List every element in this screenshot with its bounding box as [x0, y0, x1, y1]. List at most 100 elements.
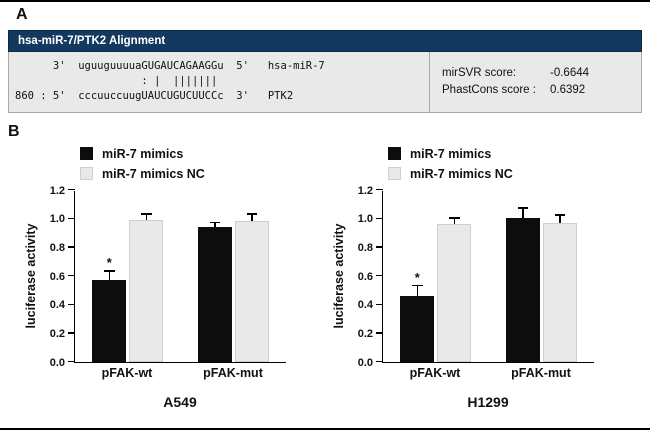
bar-wrap	[197, 191, 232, 362]
bar-group: *	[400, 191, 472, 362]
x-category-label: pFAK-mut	[203, 365, 263, 380]
y-tick-label: 1.2	[49, 184, 65, 197]
legend-label: miR-7 mimics	[410, 146, 492, 161]
y-tick-mark	[68, 360, 75, 363]
y-tick-label: 0.2	[49, 328, 65, 340]
panel-b: B miR-7 mimics miR-7 mimics NC luciferase…	[0, 121, 650, 410]
error-bar	[247, 213, 256, 222]
bar-group: *	[92, 191, 164, 362]
y-tick-label: 0.8	[357, 242, 373, 254]
y-tick-mark	[376, 332, 383, 334]
bar	[400, 295, 435, 362]
y-tick-mark	[376, 188, 383, 191]
error-bar	[518, 207, 527, 219]
y-tick-mark	[376, 303, 383, 306]
legend-item: miR-7 mimics NC	[388, 167, 620, 181]
y-tick-mark	[376, 274, 383, 277]
legend-label: miR-7 mimics NC	[410, 166, 513, 181]
y-tick-mark	[376, 217, 383, 220]
x-axis-categories: pFAK-wt pFAK-mut	[74, 366, 286, 380]
x-category-label: pFAK-wt	[101, 365, 153, 380]
alignment-sequences: 3' uguuguuuuaGUGAUCAGAAGGu 5' hsa-miR-7 …	[9, 52, 429, 112]
error-bar	[105, 270, 113, 280]
error-bar	[142, 213, 150, 220]
y-tick-label: 0.8	[49, 242, 65, 254]
bar	[129, 219, 164, 362]
bar	[92, 279, 127, 362]
bar-group	[197, 191, 269, 362]
chart-title: A549	[163, 393, 197, 410]
chart-legend: miR-7 mimics miR-7 mimics NC	[80, 147, 312, 181]
bar-wrap	[234, 191, 269, 362]
y-tick-mark	[68, 332, 75, 334]
y-tick-label: 0.6	[49, 270, 65, 283]
y-tick-label: 1.0	[357, 213, 373, 226]
bar	[437, 224, 472, 362]
legend-label: miR-7 mimics NC	[102, 166, 205, 181]
legend-swatch	[388, 147, 401, 161]
error-bar	[555, 214, 564, 223]
bar-chart-a549: miR-7 mimics miR-7 mimics NC luciferase a…	[22, 141, 312, 410]
plot-area: luciferase activity 0.0 0.2 0.4 0.6 0.8 1.0 1.…	[24, 185, 286, 369]
bars-layer: *	[75, 191, 286, 362]
error-bar	[413, 284, 421, 296]
bar	[542, 222, 577, 362]
y-tick-mark	[68, 217, 75, 220]
mirsvr-score-label: mirSVR score:	[442, 67, 517, 80]
bar	[505, 218, 540, 362]
alignment-header: hsa-miR-7/PTK2 Alignment	[8, 30, 642, 52]
legend-item: miR-7 mimics NC	[80, 167, 312, 181]
bar	[234, 221, 269, 362]
phastcons-score-label: PhastCons score :	[442, 84, 536, 97]
significance-marker: *	[414, 269, 420, 285]
panel-b-label: B	[8, 122, 20, 140]
x-axis-categories: pFAK-wt pFAK-mut	[382, 366, 594, 380]
alignment-scores: mirSVR score: -0.6644 PhastCons score : …	[429, 52, 641, 112]
score-row-mirsvr: mirSVR score: -0.6644	[442, 67, 629, 79]
bar-wrap	[437, 191, 472, 362]
bar-chart-h1299: miR-7 mimics miR-7 mimics NC luciferase a…	[330, 141, 620, 410]
y-tick-label: 0.4	[357, 299, 373, 312]
y-tick-mark	[68, 246, 75, 248]
legend-swatch	[80, 147, 93, 161]
plot-area: luciferase activity 0.0 0.2 0.4 0.6 0.8 1.0 1.…	[332, 185, 594, 369]
legend-swatch	[80, 167, 93, 181]
legend-label: miR-7 mimics	[102, 146, 184, 161]
bar-wrap	[542, 191, 577, 362]
x-category-label: pFAK-wt	[409, 365, 461, 380]
mirsvr-score-value: -0.6644	[550, 67, 590, 80]
x-category-label: pFAK-mut	[511, 365, 571, 380]
y-tick-label: 0.0	[49, 356, 65, 369]
y-tick-mark	[68, 274, 75, 277]
y-tick-mark	[376, 360, 383, 363]
significance-marker: *	[106, 255, 112, 271]
chart-title: H1299	[467, 393, 509, 410]
y-tick-label: 1.0	[49, 213, 65, 226]
chart-legend: miR-7 mimics miR-7 mimics NC	[388, 147, 620, 181]
charts-row: miR-7 mimics miR-7 mimics NC luciferase a…	[0, 141, 650, 410]
error-bar	[450, 217, 458, 225]
legend-item: miR-7 mimics	[80, 147, 312, 161]
alignment-line-mirna: 3' uguuguuuuaGUGAUCAGAAGGu 5' hsa-miR-7	[15, 60, 325, 72]
bar-group	[505, 191, 577, 362]
y-tick-mark	[68, 188, 75, 191]
y-tick-label: 0.2	[357, 328, 373, 340]
y-tick-label: 0.0	[357, 356, 373, 369]
legend-swatch	[388, 167, 401, 181]
bar-wrap: *	[400, 191, 435, 362]
error-bar	[210, 221, 219, 227]
y-tick-mark	[68, 303, 75, 306]
alignment-line-match: : | |||||||	[15, 75, 218, 88]
bars-layer: *	[383, 191, 594, 362]
bar-wrap: *	[92, 191, 127, 362]
bar	[197, 226, 232, 362]
alignment-line-target: 860 : 5' cccuuccuugUAUCUGUCUUCCc 3' PTK2	[15, 90, 294, 103]
phastcons-score-value: 0.6392	[550, 84, 586, 97]
panel-a-label: A	[16, 6, 28, 23]
legend-item: miR-7 mimics	[388, 147, 620, 161]
y-tick-label: 0.6	[357, 270, 373, 283]
y-tick-mark	[376, 246, 383, 248]
panel-a: A hsa-miR-7/PTK2 Alignment 3' uguuguuuua…	[0, 2, 650, 113]
bar-wrap	[505, 191, 540, 362]
